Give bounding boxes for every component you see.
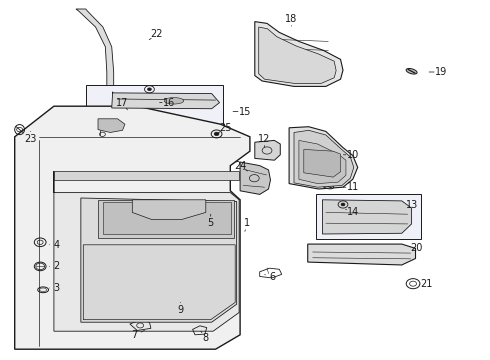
Text: 1: 1 bbox=[245, 218, 250, 228]
Polygon shape bbox=[81, 198, 237, 322]
Text: 8: 8 bbox=[203, 333, 209, 343]
Polygon shape bbox=[103, 202, 231, 234]
Text: 13: 13 bbox=[405, 200, 417, 210]
Polygon shape bbox=[322, 200, 412, 234]
Polygon shape bbox=[54, 171, 239, 180]
Polygon shape bbox=[132, 200, 206, 220]
Text: 2: 2 bbox=[53, 261, 59, 271]
Text: 16: 16 bbox=[163, 98, 175, 108]
Ellipse shape bbox=[406, 68, 417, 74]
Polygon shape bbox=[255, 140, 280, 160]
Text: 14: 14 bbox=[346, 207, 359, 217]
Ellipse shape bbox=[164, 98, 184, 104]
Polygon shape bbox=[240, 162, 270, 194]
Polygon shape bbox=[112, 92, 220, 109]
Polygon shape bbox=[294, 130, 354, 187]
Text: 22: 22 bbox=[150, 29, 163, 39]
Polygon shape bbox=[76, 9, 115, 128]
Text: 10: 10 bbox=[346, 150, 359, 160]
Polygon shape bbox=[98, 119, 125, 132]
Text: 25: 25 bbox=[219, 123, 232, 133]
Text: 17: 17 bbox=[116, 98, 129, 108]
Text: 7: 7 bbox=[132, 330, 138, 340]
Polygon shape bbox=[289, 127, 358, 189]
Text: 20: 20 bbox=[410, 243, 423, 253]
Polygon shape bbox=[107, 122, 119, 140]
Polygon shape bbox=[15, 106, 250, 349]
Text: 6: 6 bbox=[269, 272, 275, 282]
Bar bbox=[86, 85, 223, 135]
Polygon shape bbox=[308, 244, 416, 265]
Polygon shape bbox=[255, 22, 343, 86]
Text: 19: 19 bbox=[435, 67, 447, 77]
Text: 23: 23 bbox=[24, 134, 37, 144]
Text: 5: 5 bbox=[208, 218, 214, 228]
Text: 9: 9 bbox=[177, 305, 183, 315]
Polygon shape bbox=[259, 27, 336, 84]
Text: 24: 24 bbox=[234, 161, 246, 171]
Text: 11: 11 bbox=[346, 182, 359, 192]
Circle shape bbox=[214, 132, 219, 136]
Text: 15: 15 bbox=[239, 107, 251, 117]
Text: 21: 21 bbox=[420, 279, 433, 289]
Circle shape bbox=[341, 203, 345, 206]
Ellipse shape bbox=[323, 184, 334, 189]
Text: 3: 3 bbox=[53, 283, 59, 293]
Polygon shape bbox=[98, 200, 234, 238]
Polygon shape bbox=[304, 149, 341, 177]
Polygon shape bbox=[54, 171, 239, 331]
Text: 18: 18 bbox=[285, 14, 297, 24]
Circle shape bbox=[147, 88, 151, 91]
Text: 4: 4 bbox=[53, 240, 59, 250]
Polygon shape bbox=[299, 140, 346, 184]
Bar bbox=[316, 194, 421, 239]
Polygon shape bbox=[83, 245, 235, 320]
Text: 12: 12 bbox=[258, 134, 271, 144]
